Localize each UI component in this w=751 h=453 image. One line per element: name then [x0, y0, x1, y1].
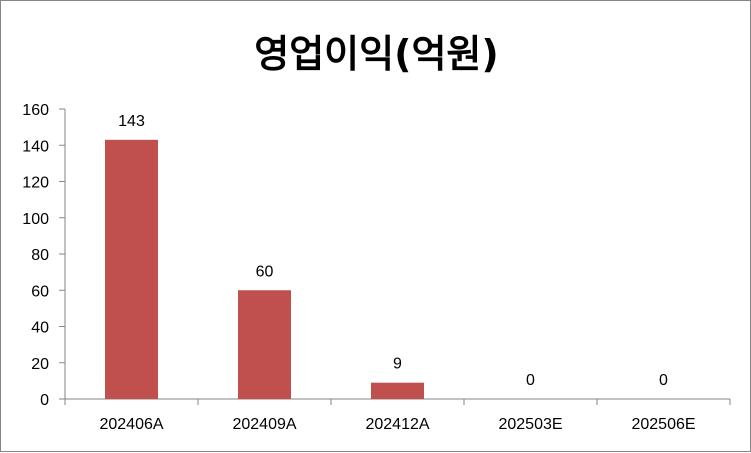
data-label: 0 — [526, 372, 535, 389]
x-tick-label: 202506E — [631, 416, 695, 433]
y-tick-label: 140 — [22, 138, 49, 155]
bar — [371, 382, 424, 399]
y-tick-label: 80 — [31, 247, 49, 264]
y-tick-label: 0 — [40, 392, 49, 409]
data-label: 143 — [118, 113, 145, 130]
y-tick-label: 60 — [31, 283, 49, 300]
x-tick-label: 202503E — [498, 416, 562, 433]
bar — [238, 290, 291, 399]
chart-title: 영업이익(억원) — [254, 32, 499, 76]
data-label: 0 — [659, 372, 668, 389]
data-label: 60 — [256, 263, 274, 280]
y-tick-label: 20 — [31, 356, 49, 373]
y-tick-label: 160 — [22, 102, 49, 119]
x-tick-label: 202412A — [365, 416, 429, 433]
y-tick-label: 120 — [22, 175, 49, 192]
x-tick-label: 202406A — [99, 416, 163, 433]
x-tick-label: 202409A — [232, 416, 296, 433]
data-label: 9 — [393, 356, 402, 373]
y-tick-label: 100 — [22, 211, 49, 228]
bar — [105, 139, 158, 399]
y-tick-label: 40 — [31, 320, 49, 337]
